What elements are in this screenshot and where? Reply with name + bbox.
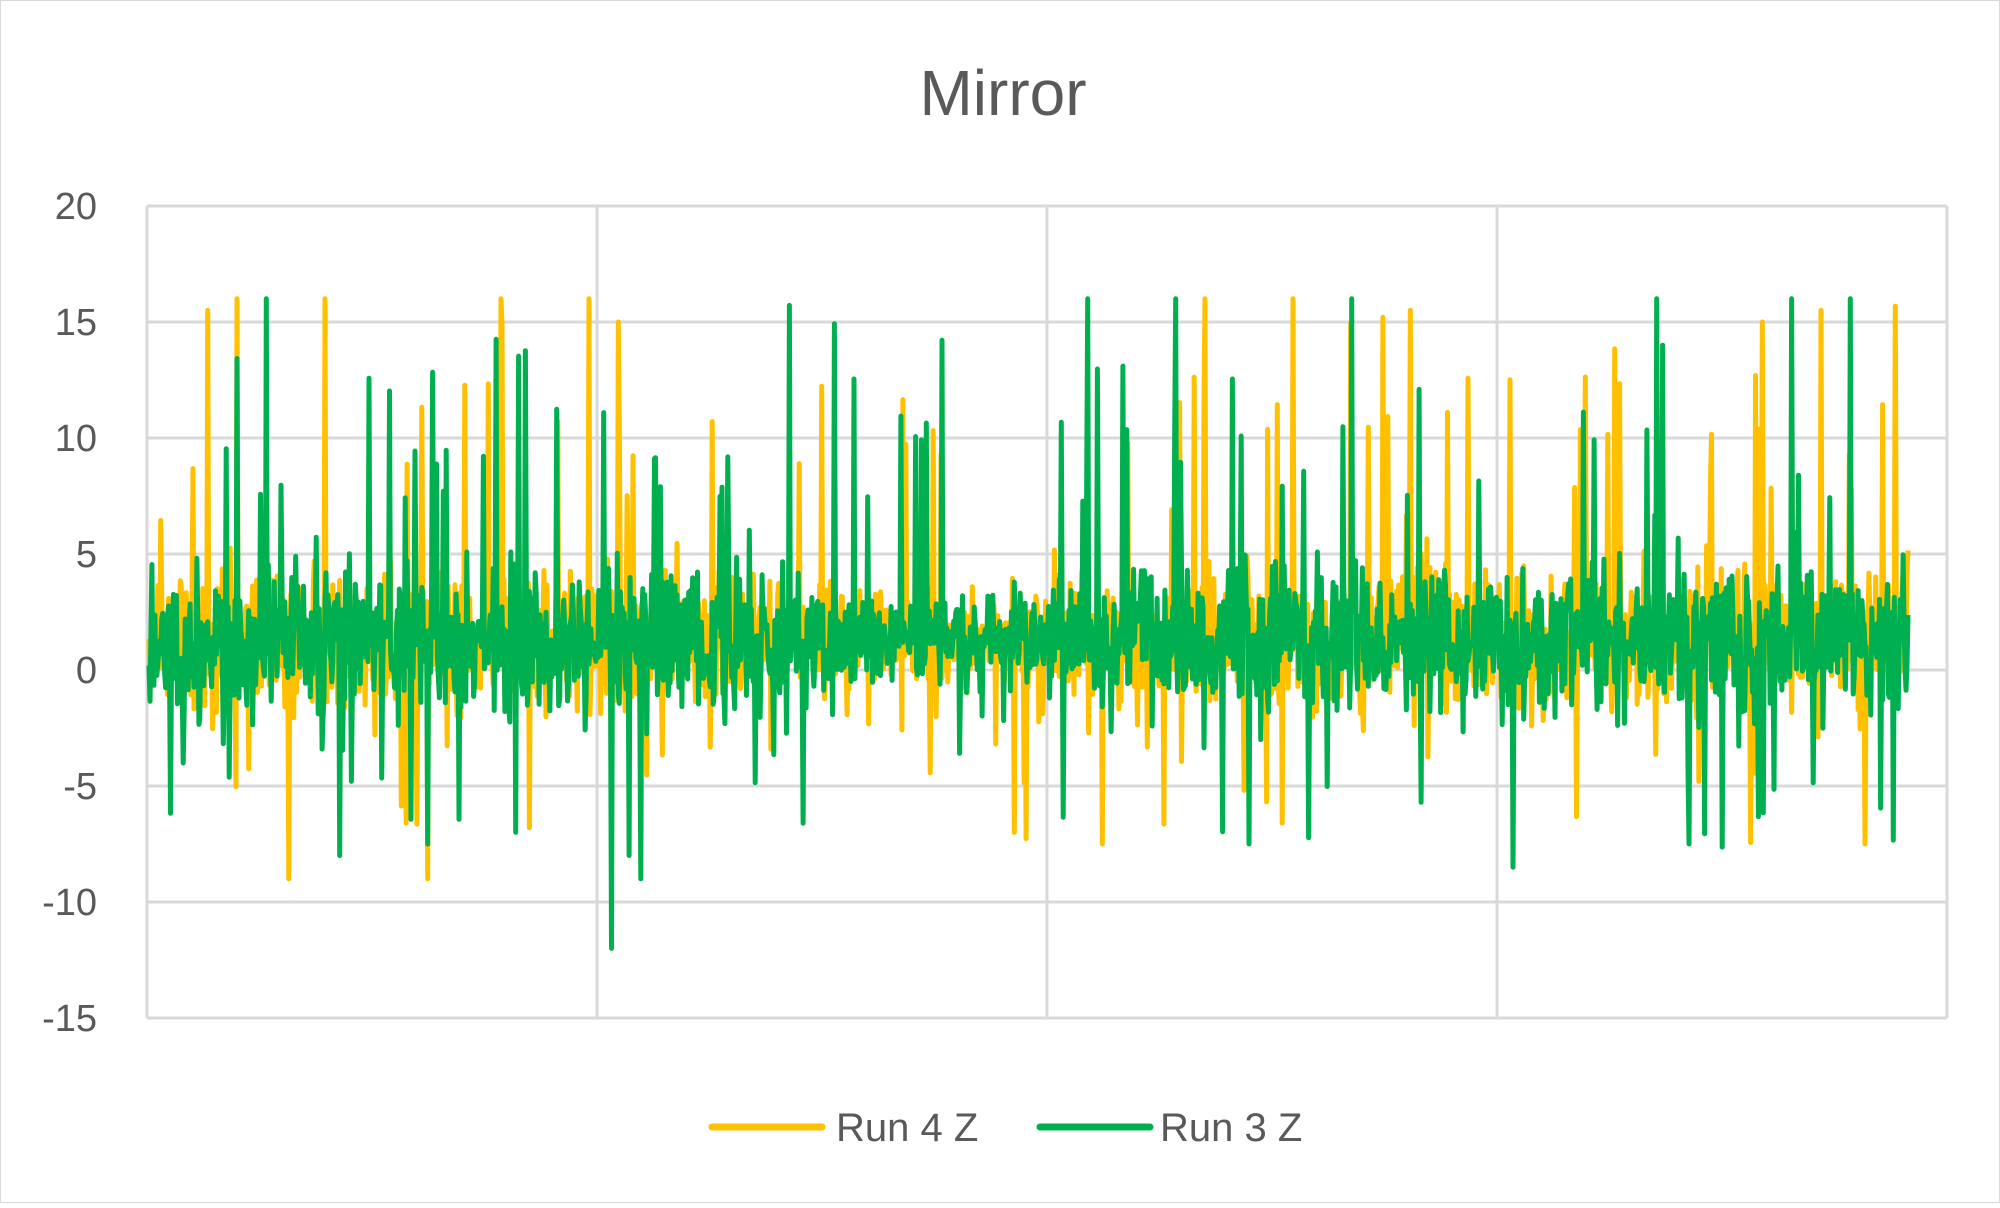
y-tick-label: 15 bbox=[55, 302, 97, 344]
y-axis: 20 15 10 5 0 -5 -10 -15 bbox=[42, 186, 97, 1040]
y-tick-label: -5 bbox=[63, 766, 97, 808]
legend: Run 4 Z Run 3 Z bbox=[708, 1106, 1302, 1150]
y-tick-label: 10 bbox=[55, 418, 97, 460]
series-group bbox=[146, 296, 1911, 951]
y-tick-label: 0 bbox=[76, 650, 97, 692]
chart-title: Mirror bbox=[919, 57, 1086, 129]
y-tick-label: -15 bbox=[42, 998, 97, 1040]
legend-label: Run 3 Z bbox=[1160, 1106, 1302, 1150]
y-tick-label: 20 bbox=[55, 186, 97, 228]
series-line-2 bbox=[146, 296, 1911, 951]
legend-label: Run 4 Z bbox=[836, 1106, 978, 1150]
y-tick-label: -10 bbox=[42, 882, 97, 924]
y-tick-label: 5 bbox=[76, 534, 97, 576]
